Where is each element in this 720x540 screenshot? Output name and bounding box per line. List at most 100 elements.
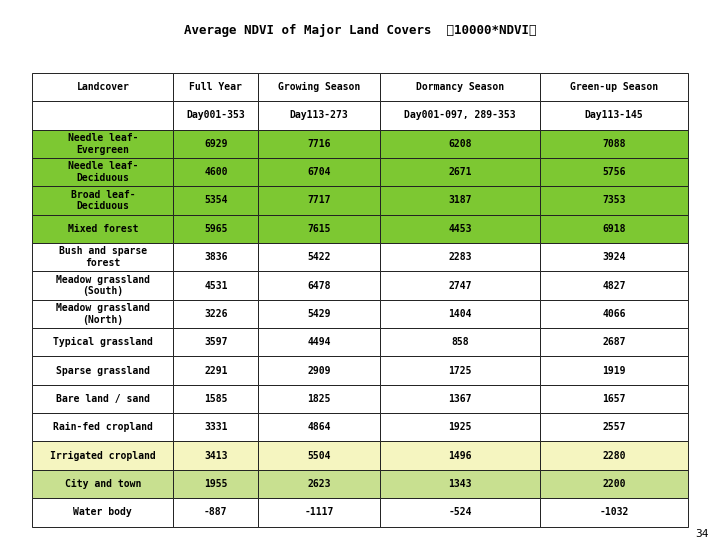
Text: 2623: 2623 [307,479,330,489]
Text: 2687: 2687 [602,337,626,347]
Text: 3836: 3836 [204,252,228,262]
Bar [258,442,379,470]
Bar [379,300,540,328]
Text: 5422: 5422 [307,252,330,262]
Text: Day113-273: Day113-273 [289,110,348,120]
Bar [258,73,379,102]
Bar [258,328,379,356]
Text: 1404: 1404 [448,309,472,319]
Text: 1657: 1657 [602,394,626,404]
Text: Day001-353: Day001-353 [186,110,246,120]
Text: 34: 34 [695,529,708,539]
Bar [32,102,174,130]
Bar [540,271,688,300]
Text: 2557: 2557 [602,422,626,433]
Bar [258,300,379,328]
Bar [379,271,540,300]
Bar [540,214,688,243]
Bar [540,186,688,214]
Bar [540,102,688,130]
Text: 4864: 4864 [307,422,330,433]
Bar [174,271,258,300]
Text: 4453: 4453 [448,224,472,234]
Text: Irrigated cropland: Irrigated cropland [50,450,156,461]
Bar [258,243,379,271]
Text: -524: -524 [448,507,472,517]
Text: 1955: 1955 [204,479,228,489]
Bar [174,413,258,442]
Text: 3187: 3187 [448,195,472,206]
Bar [540,470,688,498]
Text: -1117: -1117 [305,507,334,517]
Text: 2747: 2747 [448,280,472,291]
Bar [32,384,174,413]
Bar [32,413,174,442]
Bar [32,442,174,470]
Bar [174,186,258,214]
Text: 3331: 3331 [204,422,228,433]
Text: Meadow grassland
(South): Meadow grassland (South) [56,275,150,296]
Bar [32,328,174,356]
Text: Dormancy Season: Dormancy Season [416,82,504,92]
Text: Growing Season: Growing Season [278,82,360,92]
Text: 1343: 1343 [448,479,472,489]
Text: Day113-145: Day113-145 [585,110,643,120]
Bar [174,158,258,186]
Bar [379,442,540,470]
Bar [32,356,174,384]
Bar [258,214,379,243]
Bar [540,356,688,384]
Text: 1585: 1585 [204,394,228,404]
Text: -1032: -1032 [599,507,629,517]
Text: 4066: 4066 [602,309,626,319]
Text: 1925: 1925 [448,422,472,433]
Text: 2280: 2280 [602,450,626,461]
Bar [174,442,258,470]
Text: Needle leaf-
Evergreen: Needle leaf- Evergreen [68,133,138,154]
Bar [379,214,540,243]
Bar [32,300,174,328]
Text: 7615: 7615 [307,224,330,234]
Text: 6704: 6704 [307,167,330,177]
Text: 2291: 2291 [204,366,228,376]
Bar [32,243,174,271]
Bar [540,300,688,328]
Bar [379,243,540,271]
Bar [174,102,258,130]
Bar [174,470,258,498]
Bar [174,498,258,526]
Bar [379,498,540,526]
Bar [32,186,174,214]
Bar [258,470,379,498]
Text: 3597: 3597 [204,337,228,347]
Text: Day001-097, 289-353: Day001-097, 289-353 [404,110,516,120]
Text: 1725: 1725 [448,366,472,376]
Text: 6478: 6478 [307,280,330,291]
Bar [32,470,174,498]
Bar [379,158,540,186]
Bar [32,158,174,186]
Bar [32,73,174,102]
Text: 5965: 5965 [204,224,228,234]
Text: 4531: 4531 [204,280,228,291]
Text: 3924: 3924 [602,252,626,262]
Bar [174,130,258,158]
Bar [258,271,379,300]
Text: City and town: City and town [65,479,141,489]
Bar [540,413,688,442]
Bar [174,214,258,243]
Bar [540,73,688,102]
Bar [379,186,540,214]
Text: -887: -887 [204,507,228,517]
Text: Landcover: Landcover [76,82,130,92]
Text: 6918: 6918 [602,224,626,234]
Text: 5429: 5429 [307,309,330,319]
Bar [540,243,688,271]
Text: Bush and sparse
forest: Bush and sparse forest [59,246,147,268]
Text: 4600: 4600 [204,167,228,177]
Bar [379,130,540,158]
Bar [379,102,540,130]
Bar [174,300,258,328]
Text: Needle leaf-
Deciduous: Needle leaf- Deciduous [68,161,138,183]
Bar [540,158,688,186]
